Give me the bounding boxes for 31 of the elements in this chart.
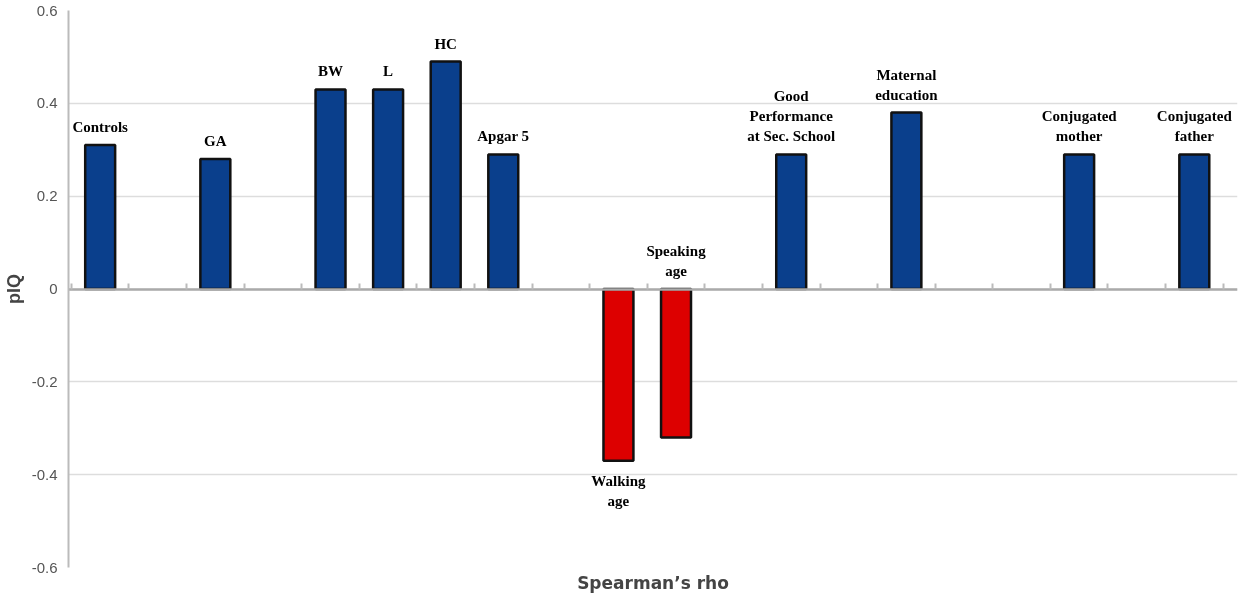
x-tick-label: BW [318,63,344,80]
bar [1178,153,1211,291]
x-tick-label: Maternal education [875,66,939,103]
x-tick-label: GA [204,133,227,150]
bar [429,60,462,291]
bar [371,88,405,291]
x-axis-title: Spearman’s rho [577,572,729,593]
x-tick-label: Good Performance at Sec. School [747,88,836,145]
y-tick-label: 0.4 [36,94,58,112]
bar [199,157,232,291]
x-tick-label: Controls [72,119,129,136]
y-tick-label: 0.6 [36,1,58,19]
bar [774,153,808,291]
y-tick-label: 0.2 [36,187,58,205]
y-tick-label: -0.4 [31,465,58,483]
x-tick-label: Conjugated father [1156,108,1233,145]
bar [314,88,347,291]
x-tick-label: Walking age [591,472,647,509]
y-axis-title: pIQ [3,274,24,304]
y-tick-label: -0.6 [31,558,58,576]
x-tick-label: Speaking age [646,243,707,279]
x-tick-label: L [383,63,394,80]
bar [1062,153,1096,291]
bar [890,111,923,291]
y-tick-label: 0 [49,280,58,297]
y-tick-label: -0.2 [31,372,58,390]
bar [83,143,117,291]
x-tick-label: Apgar 5 [477,128,530,145]
x-tick-label: HC [434,35,457,52]
x-tick-label: Conjugated mother [1041,108,1118,145]
bar [487,153,520,291]
